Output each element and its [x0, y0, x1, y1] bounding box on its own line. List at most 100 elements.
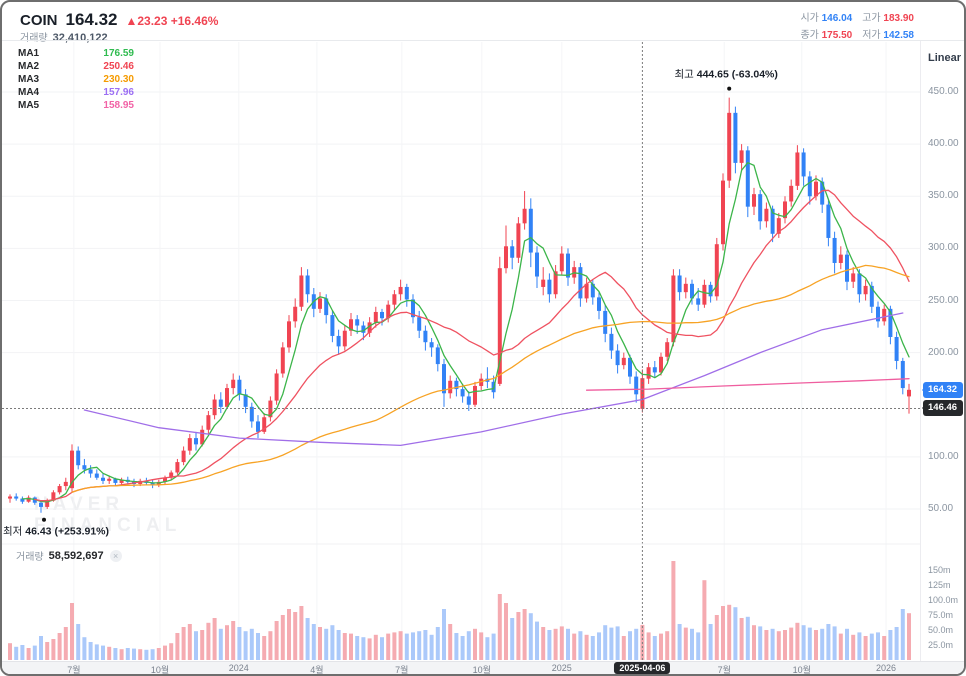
- candle: [404, 286, 409, 300]
- volume-bar: [522, 609, 527, 660]
- volume-bar: [218, 628, 223, 660]
- candle: [32, 497, 37, 503]
- candle: [857, 273, 862, 295]
- time-tick: 2024: [228, 663, 249, 673]
- candle: [293, 306, 298, 322]
- ma-line: [83, 312, 904, 447]
- volume-bar: [26, 648, 31, 660]
- volume-bar: [336, 630, 341, 660]
- price-tick: 50.00: [928, 503, 954, 514]
- quote-label: 고가: [862, 13, 881, 24]
- volume-bar: [473, 628, 477, 660]
- candle: [305, 275, 310, 295]
- volume-bar: [8, 643, 12, 660]
- candle: [256, 421, 260, 432]
- volume-bar: [32, 645, 37, 660]
- candle: [26, 497, 31, 502]
- candle: [448, 380, 453, 394]
- ma-line: [585, 378, 910, 391]
- candle: [634, 376, 639, 395]
- candle: [826, 204, 831, 238]
- volume-bar: [45, 642, 50, 660]
- volume-bar: [231, 621, 236, 660]
- volume-bar: [541, 627, 546, 660]
- price-tick: 400.00: [928, 138, 959, 150]
- candle: [795, 152, 800, 186]
- volume-bar: [156, 648, 161, 660]
- symbol-name: COIN: [20, 12, 58, 29]
- volume-bar: [138, 649, 143, 660]
- candle: [845, 254, 849, 282]
- candle: [454, 380, 459, 390]
- volume-bar: [745, 616, 750, 660]
- candle: [708, 284, 713, 297]
- candle: [615, 350, 620, 366]
- candle: [621, 357, 626, 366]
- volume-bar: [491, 633, 496, 660]
- ma-legend-row: MA5 158.95: [18, 100, 134, 111]
- scale-mode-dropdown[interactable]: Linear▼: [928, 52, 964, 64]
- volume-bar: [770, 628, 775, 660]
- volume-bar: [225, 625, 229, 660]
- volume-bar: [318, 627, 322, 660]
- quote-value: 142.58: [883, 30, 914, 41]
- volume-bar: [820, 628, 825, 660]
- volume-bar: [287, 609, 291, 660]
- volume-bar: [733, 607, 738, 660]
- ohlc-quote: 시가 146.04 고가 183.90 종가 175.50 저가 142.58: [790, 9, 914, 43]
- header-volume-value: 32,410,122: [52, 32, 108, 44]
- candle: [541, 279, 546, 287]
- volume-bar: [888, 630, 893, 660]
- candle: [609, 333, 614, 351]
- volume-bar: [249, 628, 254, 660]
- candle: [789, 185, 794, 202]
- volume-bar: [380, 637, 384, 660]
- candlestick-chart[interactable]: 최고 444.65 (-63.04%) 최저 46.43 (+253.91%): [2, 41, 966, 662]
- candle: [330, 315, 335, 336]
- ma-legend-row: MA1 176.59: [18, 48, 134, 59]
- volume-tick: 125m: [928, 580, 951, 590]
- candle: [274, 373, 279, 401]
- volume-bar: [807, 627, 812, 660]
- volume-close-icon[interactable]: ×: [109, 549, 122, 562]
- candle: [262, 417, 267, 432]
- candle: [888, 308, 893, 337]
- candle: [721, 180, 725, 245]
- candle: [411, 299, 415, 318]
- candle: [318, 298, 322, 309]
- volume-bar: [305, 618, 310, 660]
- candle: [94, 473, 99, 478]
- candle: [584, 283, 589, 299]
- volume-bar: [900, 609, 905, 660]
- volume-bar: [851, 634, 856, 660]
- volume-bar: [572, 633, 577, 660]
- candle: [175, 462, 180, 473]
- volume-bar: [88, 642, 93, 660]
- candle: [553, 271, 558, 295]
- volume-bar: [411, 632, 415, 660]
- high-annotation: 최고 444.65 (-63.04%): [675, 69, 778, 81]
- volume-bar: [14, 646, 19, 660]
- time-axis-strip: [2, 661, 964, 674]
- candle: [559, 253, 564, 272]
- candle: [783, 201, 787, 219]
- candle: [770, 208, 775, 234]
- volume-bar: [194, 631, 198, 660]
- volume-bar: [789, 627, 794, 660]
- volume-bar: [776, 631, 781, 660]
- volume-bar: [243, 631, 248, 660]
- candle: [367, 322, 372, 333]
- volume-bar: [373, 634, 378, 660]
- volume-bar: [150, 649, 155, 660]
- candle: [218, 399, 223, 407]
- ma-line: [71, 264, 910, 493]
- candle: [63, 481, 68, 487]
- candle: [603, 310, 608, 334]
- volume-bar: [826, 624, 831, 660]
- low-marker-dot: [42, 517, 46, 522]
- volume-bar: [845, 628, 849, 660]
- symbol-header: COIN 164.32 ▲23.23 +16.46%: [20, 10, 218, 30]
- volume-bar: [702, 580, 707, 660]
- candle: [838, 254, 843, 263]
- candle: [287, 321, 291, 348]
